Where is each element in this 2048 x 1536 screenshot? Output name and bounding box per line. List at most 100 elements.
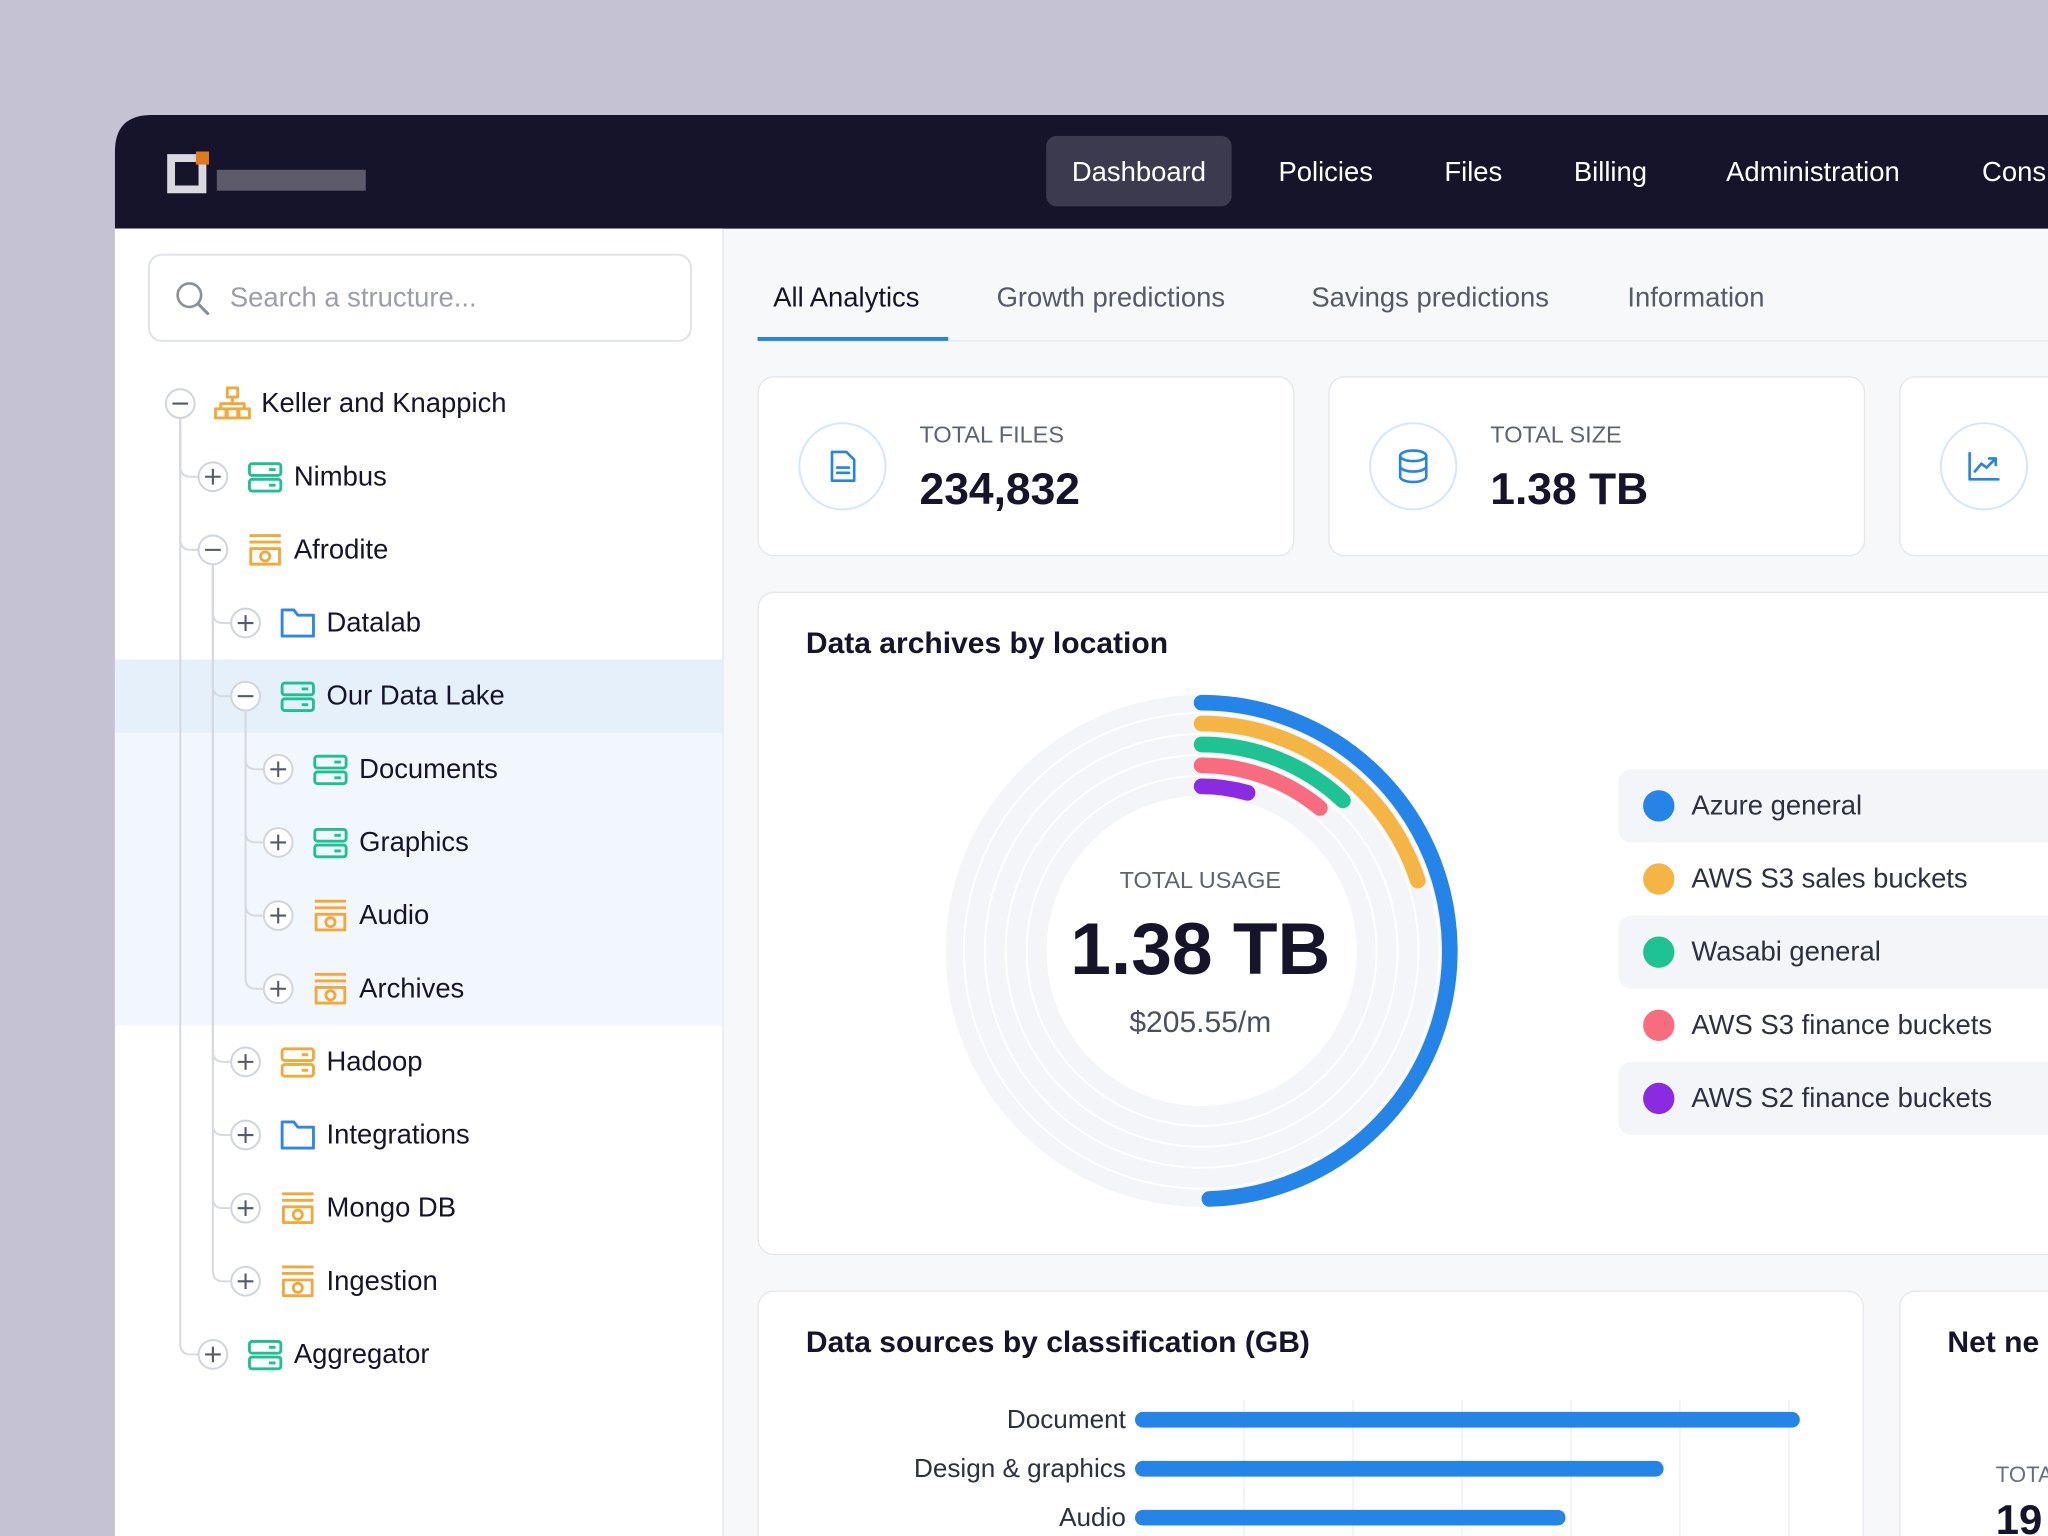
card [757,376,1295,557]
stat-icon-bg [1369,422,1458,511]
bar-chart: Document Design & graphics Audio [914,1400,1800,1536]
bar-label: Design & graphics [914,1453,1126,1483]
tab-label: Growth predictions [997,281,1225,312]
tree-node[interactable]: Ingestion [230,1265,438,1298]
stat-value: 1.38 TB [1490,465,1648,514]
toggle-sign [270,761,287,778]
legend-label: Azure general [1691,789,1862,820]
legend-label: AWS S2 finance buckets [1691,1082,1992,1113]
stat-icon [1398,454,1428,484]
nav-label: Billing [1574,156,1647,187]
track-sep [962,712,1441,1190]
icon-part [280,697,315,712]
tree-label: Documents [359,753,498,784]
toggle-sign [237,1200,254,1216]
legend-swatch [1643,936,1675,968]
icon-part [269,468,276,487]
tree-node[interactable]: Datalab [230,607,421,639]
tab[interactable]: All Analytics [757,281,949,341]
stat-icon [830,450,856,482]
icon-part [291,1208,304,1221]
tabs: All Analytics Growth predictions Savings p… [757,281,2048,342]
legend-item[interactable]: AWS S3 finance buckets [1643,1009,1992,1041]
card-title: Net ne [1947,1326,2039,1359]
icon-part [334,833,341,853]
icon-part [280,608,315,638]
icon-part [313,770,348,786]
icon-part [280,1047,315,1063]
stat-icon [1968,451,2000,481]
icon-part [324,916,337,929]
track-sep [1025,774,1378,1127]
radial-bar [1193,715,1426,889]
icon-part [301,687,309,707]
tree-label: Integrations [327,1119,470,1150]
tree-node[interactable]: Audio [262,899,429,932]
icon-part [291,1281,304,1294]
nav-label: Files [1444,156,1502,187]
tree-node[interactable]: Mongo DB [230,1192,456,1224]
tree-node[interactable]: Graphics [262,826,469,859]
toggle-sign [270,834,287,851]
nav-item[interactable]: Cons [1982,156,2046,187]
icon-part [313,827,348,843]
tree-node[interactable]: Aggregator [197,1338,430,1371]
tab[interactable]: Growth predictions [997,281,1225,312]
icon-part [280,1063,315,1078]
tree-node[interactable]: Nimbus [197,460,387,493]
icon-part [237,407,251,420]
tab-label: Information [1627,281,1764,312]
legend-swatch [1643,790,1675,822]
icon-part [281,1265,314,1298]
legend-label: AWS S3 finance buckets [1691,1009,1992,1040]
nav-label: Policies [1278,156,1372,187]
tree-node[interactable]: Keller and Knappich [164,386,507,420]
tree-label: Our Data Lake [327,680,505,711]
nav-item[interactable]: Administration [1726,156,1900,187]
radial-bar [1193,757,1328,816]
search-box[interactable]: Search a structure... [147,253,692,342]
icon-part [269,1345,276,1365]
nav-item[interactable]: Files [1444,156,1502,187]
tab-label: All Analytics [773,281,919,312]
tree-node[interactable]: Hadoop [230,1045,423,1078]
stat-card: TOTAL SIZE 1.38 TB [1328,376,1866,557]
nav-item[interactable]: Dashboard [1046,135,1232,207]
icon-part [334,760,341,780]
tree-node[interactable]: Afrodite [197,533,389,566]
legend-label: AWS S3 sales buckets [1691,863,1967,894]
icon-part [313,754,348,770]
icon-part [248,462,283,477]
legend-item[interactable]: AWS S3 sales buckets [1643,863,1968,895]
tree-node[interactable]: Our Data Lake [230,680,505,712]
nav-item[interactable]: Policies [1278,156,1372,187]
tab[interactable]: Information [1627,281,1764,312]
legend-item[interactable]: Wasabi general [1618,915,2048,989]
legend-bg [1618,1061,2048,1136]
legend-bg [1618,915,2048,989]
center-sub: $205.55/m [1129,1006,1271,1039]
tree-label: Afrodite [294,533,388,564]
track-sep [983,733,1420,1169]
tab-label: Savings predictions [1311,281,1549,312]
bar [1135,1509,1566,1526]
tree-label: Audio [359,899,429,930]
icon-part [219,397,246,409]
toggle-sign [237,1273,254,1290]
tree-node[interactable]: Integrations [230,1119,470,1151]
nav-item[interactable]: Billing [1574,156,1647,187]
tab[interactable]: Savings predictions [1311,281,1549,312]
tree-node[interactable]: Documents [262,753,498,786]
tree-node[interactable]: Archives [262,972,464,1005]
center-value: 1.38 TB [1070,909,1330,990]
tree-label: Archives [359,972,464,1003]
tree-label: Nimbus [294,460,387,491]
tree-label: Mongo DB [327,1192,456,1223]
tree: Keller and Knappich Nimbus Afrodite Datalab… [114,386,723,1371]
nav-active [1046,135,1232,207]
legend-item[interactable]: Azure general [1618,769,2048,843]
radial-bar [1193,736,1351,809]
search-placeholder: Search a structure... [230,281,477,312]
legend-item[interactable]: AWS S2 finance buckets [1618,1061,2048,1136]
